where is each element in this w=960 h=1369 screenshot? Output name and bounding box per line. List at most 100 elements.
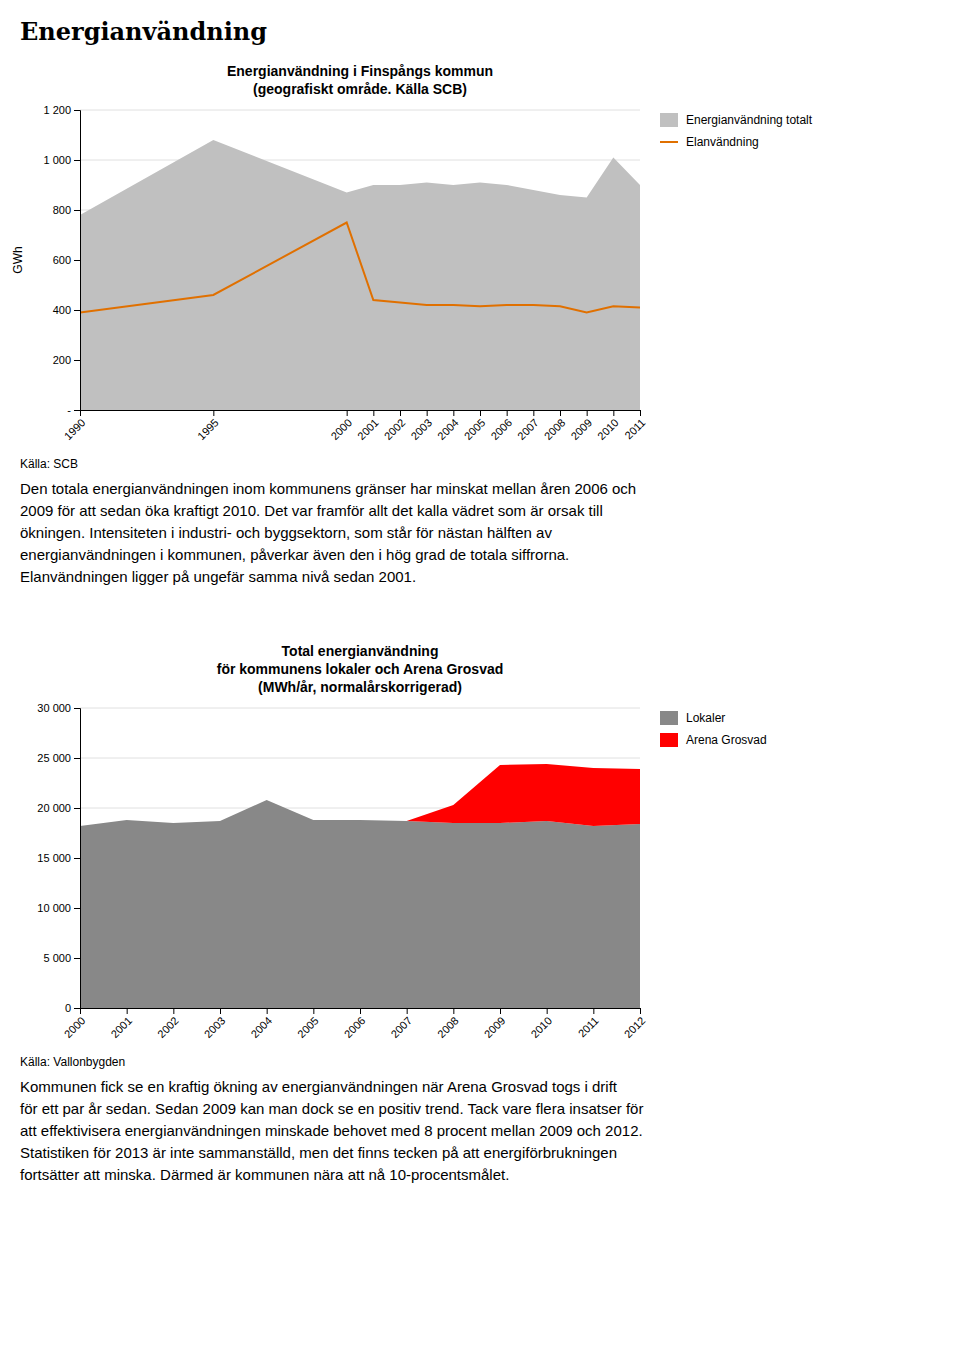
x-tick-label: 2003 bbox=[408, 416, 434, 442]
page: Energianvändning Energianvändning i Finsp… bbox=[0, 0, 960, 1369]
x-tick-label: 2006 bbox=[488, 416, 514, 442]
y-tick-label: 1 000 bbox=[43, 154, 71, 166]
grid bbox=[80, 110, 640, 410]
x-tick-mark bbox=[173, 1008, 174, 1014]
x-axis: 1990199520002001200220032004200520062007… bbox=[62, 410, 648, 442]
x-tick: 2004 bbox=[435, 410, 461, 442]
x-tick-mark bbox=[587, 410, 588, 416]
x-tick: 2008 bbox=[542, 410, 568, 442]
x-tick: 2001 bbox=[108, 1008, 134, 1040]
x-tick: 2005 bbox=[295, 1008, 321, 1040]
chart: Energianvändning i Finspångs kommun (geog… bbox=[11, 63, 813, 585]
y-tick: 25 000 bbox=[37, 752, 80, 764]
x-tick: 1995 bbox=[195, 410, 221, 442]
y-axis-label: GWh bbox=[11, 246, 25, 273]
x-tick-label: 2011 bbox=[622, 416, 647, 441]
y-tick: 5 000 bbox=[43, 952, 80, 964]
x-tick: 2012 bbox=[622, 1008, 648, 1040]
x-tick-mark bbox=[560, 410, 561, 416]
legend-swatch bbox=[660, 733, 678, 747]
grid-line bbox=[80, 758, 640, 759]
x-tick-label: 1995 bbox=[195, 416, 221, 442]
y-tick: 800 bbox=[53, 204, 80, 216]
annotation: Elanvändningen ligger på ungefär samma n… bbox=[20, 568, 416, 585]
source: Källa: SCB bbox=[20, 457, 78, 471]
y-tick-label: 5 000 bbox=[43, 952, 71, 964]
y-tick-label: 600 bbox=[53, 254, 71, 266]
x-tick-mark bbox=[400, 410, 401, 416]
x-tick-label: 1990 bbox=[62, 416, 88, 442]
y-tick-label: 15 000 bbox=[37, 852, 71, 864]
x-tick-mark bbox=[507, 410, 508, 416]
x-tick: 2009 bbox=[482, 1008, 508, 1040]
y-tick-mark bbox=[74, 360, 80, 361]
page-title: Energianvändning bbox=[20, 17, 267, 46]
x-tick-mark bbox=[220, 1008, 221, 1014]
x-tick: 2007 bbox=[388, 1008, 414, 1040]
plot-area bbox=[80, 140, 640, 410]
x-tick-mark bbox=[127, 1008, 128, 1014]
chart-title: Energianvändning i Finspångs kommun bbox=[227, 63, 493, 79]
y-tick-label: 30 000 bbox=[37, 702, 71, 714]
y-tick-mark bbox=[74, 1008, 80, 1009]
legend-label: Arena Grosvad bbox=[686, 733, 767, 747]
x-tick: 2006 bbox=[488, 410, 514, 442]
x-tick: 2003 bbox=[408, 410, 434, 442]
area bbox=[80, 800, 640, 1008]
x-tick: 2005 bbox=[462, 410, 488, 442]
plot-area bbox=[80, 764, 640, 1008]
annotation: ökningen. Intensiteten i industri- och b… bbox=[20, 524, 552, 541]
y-tick-mark bbox=[74, 808, 80, 809]
y-tick-label: 400 bbox=[53, 304, 71, 316]
annotation: Den totala energianvändningen inom kommu… bbox=[20, 480, 636, 497]
x-tick-mark bbox=[427, 410, 428, 416]
x-tick-label: 2005 bbox=[462, 416, 488, 442]
x-tick: 2010 bbox=[595, 410, 621, 442]
y-tick-label: 0 bbox=[65, 1002, 71, 1014]
y-tick-mark bbox=[74, 708, 80, 709]
x-tick-mark bbox=[533, 410, 534, 416]
y-tick: 20 000 bbox=[37, 802, 80, 814]
x-tick-mark bbox=[267, 1008, 268, 1014]
y-tick-label: 20 000 bbox=[37, 802, 71, 814]
x-tick-mark bbox=[500, 1008, 501, 1014]
x-tick-label: 2012 bbox=[622, 1014, 648, 1040]
y-tick: - bbox=[67, 404, 80, 416]
x-tick-label: 2006 bbox=[342, 1014, 368, 1040]
x-tick-mark bbox=[347, 410, 348, 416]
x-tick: 2011 bbox=[622, 410, 647, 442]
y-tick: 15 000 bbox=[37, 852, 80, 864]
x-tick-label: 2001 bbox=[108, 1014, 134, 1040]
x-tick: 2002 bbox=[382, 410, 408, 442]
chart-title: (geografiskt område. Källa SCB) bbox=[253, 81, 467, 97]
y-tick: 600 bbox=[53, 254, 80, 266]
x-tick-label: 2007 bbox=[515, 416, 541, 442]
y-tick-mark bbox=[74, 160, 80, 161]
x-tick-mark bbox=[453, 410, 454, 416]
x-tick-mark bbox=[640, 410, 641, 416]
y-axis-line bbox=[74, 709, 81, 1009]
x-tick-mark bbox=[407, 1008, 408, 1014]
x-tick: 2007 bbox=[515, 410, 541, 442]
y-tick: 200 bbox=[53, 354, 80, 366]
x-tick-label: 2002 bbox=[382, 416, 408, 442]
legend-item: Arena Grosvad bbox=[660, 733, 767, 747]
x-tick-label: 2008 bbox=[435, 1014, 461, 1040]
x-tick: 2002 bbox=[155, 1008, 181, 1040]
y-tick: 1 200 bbox=[43, 104, 80, 116]
y-tick-mark bbox=[74, 958, 80, 959]
x-tick-label: 2000 bbox=[62, 1014, 88, 1040]
x-tick-label: 2007 bbox=[388, 1014, 414, 1040]
x-tick-label: 2004 bbox=[248, 1014, 274, 1040]
y-tick-label: 800 bbox=[53, 204, 71, 216]
area bbox=[80, 764, 640, 826]
x-tick-label: 2008 bbox=[542, 416, 568, 442]
legend-item: Elanvändning bbox=[660, 135, 759, 149]
grid-line bbox=[80, 160, 640, 161]
x-tick: 2010 bbox=[528, 1008, 554, 1040]
y-tick: 30 000 bbox=[37, 702, 80, 714]
x-tick-label: 2003 bbox=[202, 1014, 228, 1040]
legend-label: Elanvändning bbox=[686, 135, 759, 149]
x-tick-label: 2010 bbox=[595, 416, 621, 442]
legend-item: Lokaler bbox=[660, 711, 725, 725]
